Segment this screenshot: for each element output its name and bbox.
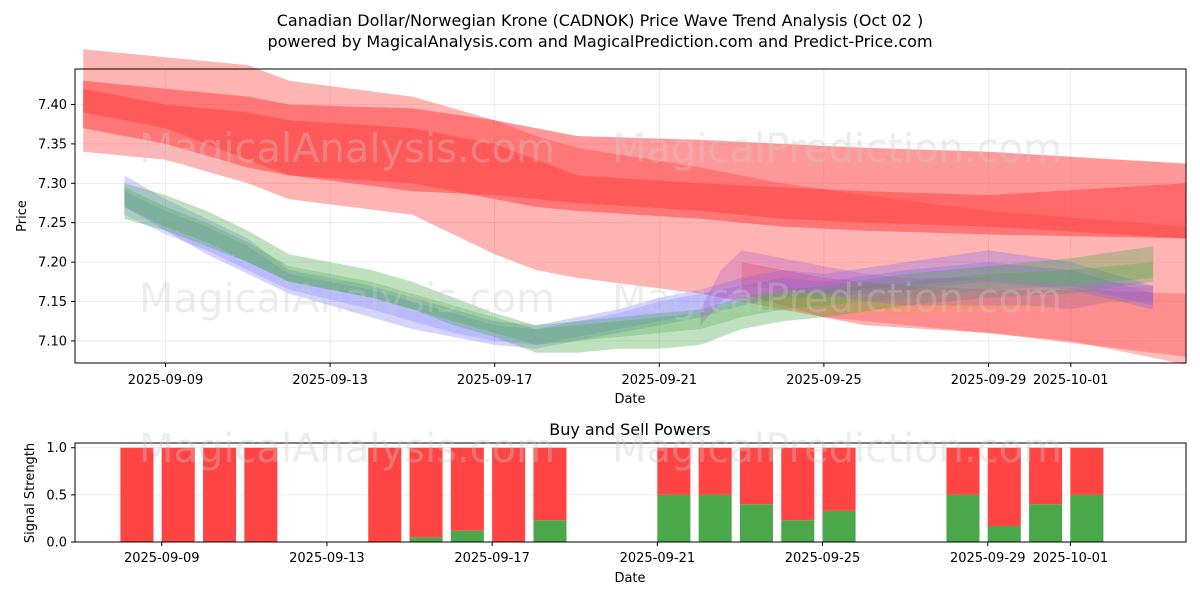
signal-y-tick-label: 1.0: [46, 441, 67, 456]
signal-y-tick-label: 0.0: [46, 536, 67, 551]
price-y-tick-label: 7.10: [38, 334, 67, 349]
buy-bar: [657, 494, 691, 542]
signal-x-tick-label: 2025-09-17: [454, 551, 530, 566]
signal-x-tick-label: 2025-09-21: [620, 551, 696, 566]
watermark-analysis-bottom: MagicalAnalysis.com: [139, 426, 555, 472]
buy-bar: [450, 530, 484, 542]
sell-bar: [161, 447, 195, 542]
buy-bar: [698, 494, 732, 542]
watermark-prediction-bottom: MagicalPrediction.com: [612, 426, 1062, 472]
price-band-blue-band-B: [124, 191, 1154, 345]
signal-x-axis-label: Date: [614, 571, 645, 586]
sell-bar: [739, 447, 773, 505]
buy-bar: [1070, 494, 1104, 542]
price-y-axis: 7.10 7.15 7.20 7.25 7.30 7.35 7.40: [38, 98, 75, 349]
price-axes-frame: [74, 68, 1187, 364]
buy-bar: [1029, 504, 1063, 542]
price-x-tick-label: 2025-09-13: [292, 373, 368, 388]
sell-bar: [1070, 447, 1104, 495]
sell-bar: [120, 447, 154, 542]
price-y-tick-label: 7.40: [38, 98, 67, 113]
price-band-red-short-band: [741, 262, 1186, 365]
sell-bar: [203, 447, 237, 542]
price-x-tick-label: 2025-09-25: [786, 373, 862, 388]
chart-title-line2: powered by MagicalAnalysis.com and Magic…: [267, 32, 932, 51]
price-x-tick-label: 2025-09-09: [128, 373, 204, 388]
watermark-analysis-mid: MagicalAnalysis.com: [139, 276, 555, 322]
watermark-analysis-top: MagicalAnalysis.com: [139, 126, 555, 172]
signal-y-axis: 0.0 0.5 1.0: [46, 441, 75, 551]
signal-y-tick-label: 0.5: [46, 488, 67, 503]
signal-x-tick-label: 2025-10-01: [1033, 551, 1109, 566]
signal-x-tick-label: 2025-09-09: [124, 551, 200, 566]
price-y-axis-label: Price: [15, 200, 30, 232]
signal-x-axis: 2025-09-09 2025-09-13 2025-09-17 2025-09-21…: [124, 542, 1108, 566]
price-y-tick-label: 7.35: [38, 137, 67, 152]
price-wave-bands: [83, 49, 1187, 365]
sell-bar: [987, 447, 1021, 526]
signal-x-tick-label: 2025-09-29: [950, 551, 1026, 566]
sell-bar: [244, 447, 278, 542]
signal-chart-title: Buy and Sell Powers: [549, 420, 711, 439]
sell-bar: [781, 447, 815, 521]
sell-bar: [946, 447, 980, 495]
price-y-tick-label: 7.25: [38, 216, 67, 231]
watermark-prediction-mid: MagicalPrediction.com: [612, 276, 1062, 322]
price-x-tick-label: 2025-09-29: [951, 373, 1027, 388]
price-y-tick-label: 7.30: [38, 177, 67, 192]
price-x-tick-label: 2025-09-17: [457, 373, 533, 388]
buy-bar: [409, 537, 443, 542]
buy-bar: [533, 520, 567, 542]
sell-bar: [657, 447, 691, 495]
sell-bar: [1029, 447, 1063, 505]
price-x-axis-label: Date: [614, 392, 645, 407]
signal-bars: [120, 447, 1104, 542]
sell-bar: [409, 447, 443, 538]
signal-x-tick-label: 2025-09-25: [785, 551, 861, 566]
sell-bar: [533, 447, 567, 521]
buy-bar: [987, 525, 1021, 542]
price-band-purple-band: [700, 250, 1154, 326]
sell-bar: [492, 447, 526, 542]
buy-bar: [739, 504, 773, 542]
price-x-tick-label: 2025-09-21: [622, 373, 698, 388]
sell-bar: [822, 447, 856, 511]
watermark-prediction-top: MagicalPrediction.com: [612, 126, 1062, 172]
buy-bar: [946, 494, 980, 542]
sell-bar: [368, 447, 402, 542]
price-y-tick-label: 7.15: [38, 295, 67, 310]
price-band-red-trend-band-B: [83, 88, 1187, 239]
price-band-orange-band: [762, 285, 1154, 314]
chart-title-line1: Canadian Dollar/Norwegian Krone (CADNOK)…: [277, 11, 924, 30]
sell-bar: [450, 447, 484, 531]
signal-axes-frame: [74, 442, 1187, 543]
price-band-blue-band-A: [124, 175, 1154, 349]
price-band-green-band: [124, 183, 1154, 353]
buy-bar: [822, 510, 856, 542]
signal-y-axis-label: Signal Strength: [23, 443, 38, 543]
signal-x-tick-label: 2025-09-13: [289, 551, 365, 566]
price-x-axis: 2025-09-09 2025-09-13 2025-09-17 2025-09-21…: [128, 363, 1109, 388]
sell-bar: [698, 447, 732, 495]
price-y-tick-label: 7.20: [38, 256, 67, 271]
buy-bar: [781, 520, 815, 542]
price-x-tick-label: 2025-10-01: [1033, 373, 1109, 388]
